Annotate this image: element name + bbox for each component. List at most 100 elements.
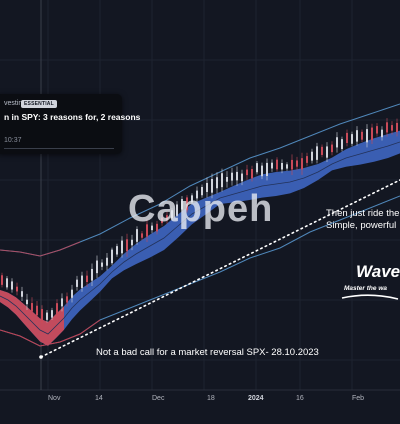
- candle-body: [1, 275, 3, 285]
- candle-body: [141, 233, 143, 238]
- x-tick: 2024: [248, 395, 264, 402]
- candle-body: [306, 156, 308, 163]
- candle-body: [266, 162, 268, 176]
- candle-body: [116, 246, 118, 255]
- candle-body: [71, 289, 73, 298]
- candle-body: [296, 160, 298, 167]
- candle-body: [56, 303, 58, 316]
- x-tick: 14: [95, 395, 103, 402]
- candle-body: [6, 278, 8, 288]
- candle-body: [316, 146, 318, 160]
- candle-body: [351, 134, 353, 144]
- candle-body: [131, 239, 133, 246]
- news-time: 10:37: [4, 137, 22, 144]
- annotation-simple: Simple, powerful: [326, 220, 397, 231]
- candle-body: [36, 305, 38, 316]
- envelope-layer: [0, 103, 400, 347]
- candle-body: [151, 225, 153, 231]
- candle-body: [66, 296, 68, 303]
- candle-body: [291, 159, 293, 170]
- candle-body: [171, 210, 173, 219]
- candle-body: [256, 163, 258, 173]
- candle-body: [136, 229, 138, 242]
- candle-body: [246, 169, 248, 176]
- watermark-text: Cappeh: [128, 188, 274, 230]
- candle-body: [166, 215, 168, 221]
- candle-body: [51, 310, 53, 318]
- candle-body: [61, 298, 63, 307]
- candle-body: [281, 162, 283, 170]
- essential-badge: ESSENTIAL: [21, 100, 57, 108]
- candle-body: [241, 173, 243, 182]
- candle-body: [366, 129, 368, 143]
- envelope-lower-red-line: [0, 319, 101, 347]
- candle-body: [221, 173, 223, 188]
- wave-band: [0, 130, 400, 346]
- candle-body: [301, 158, 303, 170]
- candle-body: [186, 197, 188, 211]
- candle-body: [91, 268, 93, 281]
- candle-body: [11, 281, 13, 290]
- candle-body: [261, 165, 263, 177]
- candle-body: [126, 239, 128, 252]
- candle-body: [376, 126, 378, 134]
- candle-body: [371, 127, 373, 141]
- annotation-ride: Then just ride the: [326, 208, 400, 219]
- candle-body: [386, 122, 388, 133]
- candle-body: [326, 146, 328, 158]
- candle-body: [21, 291, 23, 297]
- candle-body: [396, 122, 398, 133]
- candle-body: [41, 309, 43, 323]
- candle-body: [81, 275, 83, 288]
- candle-body: [106, 257, 108, 266]
- candle-body: [156, 223, 158, 232]
- x-tick: 18: [207, 395, 215, 402]
- candle-body: [191, 195, 193, 203]
- candle-body: [26, 299, 28, 305]
- candle-body: [321, 146, 323, 155]
- candle-body: [381, 129, 383, 138]
- wave-midline: [0, 141, 400, 335]
- candle-body: [361, 131, 363, 140]
- candle-body: [391, 125, 393, 131]
- news-title[interactable]: n in SPY: 3 reasons for, 2 reasons: [4, 112, 141, 122]
- candle-body: [311, 151, 313, 161]
- candle-body: [341, 139, 343, 149]
- candle-body: [46, 312, 48, 320]
- candle-body: [201, 187, 203, 196]
- wave-band-layer: [0, 130, 400, 346]
- candle-body: [251, 169, 253, 179]
- candle-body: [96, 260, 98, 274]
- x-tick: Nov: [48, 395, 61, 402]
- candle-body: [206, 182, 208, 192]
- logo-swoosh-icon: [341, 294, 399, 300]
- candle-body: [181, 199, 183, 210]
- candle-body: [76, 279, 78, 287]
- candle-body: [146, 224, 148, 237]
- candle-body: [216, 177, 218, 189]
- candle-body: [336, 137, 338, 148]
- popup-progress-bar: [4, 148, 114, 149]
- candle-body: [121, 240, 123, 254]
- candle-body: [111, 249, 113, 264]
- candle-body: [101, 262, 103, 267]
- candle-body: [161, 217, 163, 224]
- x-tick: 16: [296, 395, 304, 402]
- candle-body: [356, 130, 358, 142]
- candle-body: [331, 144, 333, 153]
- news-popup[interactable]: vesting ESSENTIAL n in SPY: 3 reasons fo…: [0, 94, 140, 154]
- trendline-anchor: [39, 355, 43, 359]
- candles-layer: [1, 118, 398, 327]
- trendline-layer: [39, 179, 400, 359]
- waves-tagline: Master the wa: [344, 285, 387, 292]
- candle-body: [276, 159, 278, 170]
- candle-body: [196, 190, 198, 199]
- candle-body: [176, 204, 178, 216]
- waves-logo: Waves: [356, 262, 400, 281]
- candle-body: [211, 178, 213, 193]
- candle-body: [226, 176, 228, 182]
- annotation-reversal: Not a bad call for a market reversal SPX…: [96, 347, 319, 358]
- x-tick: Dec: [152, 395, 165, 402]
